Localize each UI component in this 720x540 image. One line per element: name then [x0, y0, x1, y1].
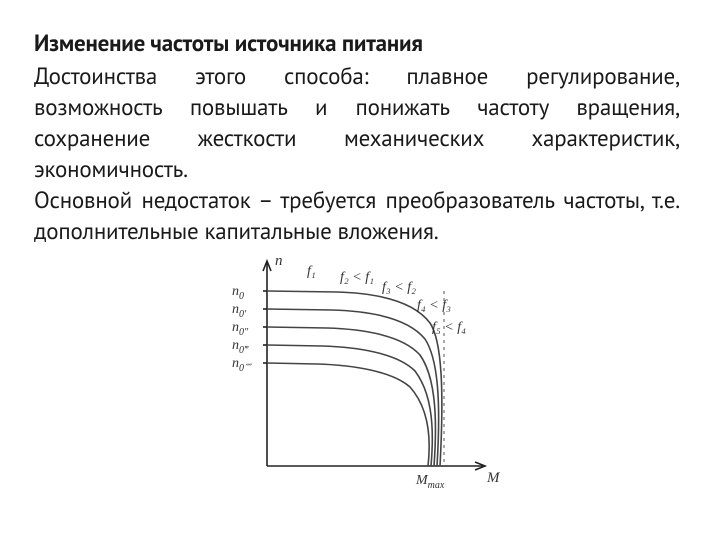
svg-text:f₁: f₁ — [307, 264, 316, 279]
svg-text:f₂ < f₁: f₂ < f₁ — [340, 270, 374, 285]
svg-text:f₃ < f₂: f₃ < f₂ — [382, 280, 416, 295]
figure-container: n Mn0n0′n0″n0‴n0⁗ Mmax f₁ f₂ < f₁ f₃ < f₂f₄ <… — [34, 251, 680, 501]
svg-text:n0⁗: n0⁗ — [232, 356, 253, 374]
svg-text:M: M — [486, 470, 501, 486]
paragraph-2: Основной недостаток – требуется преобраз… — [34, 185, 680, 247]
svg-text:n0‴: n0‴ — [232, 338, 249, 356]
svg-text:f₅ < f₄: f₅ < f₄ — [432, 320, 466, 335]
svg-text:n0: n0 — [232, 284, 244, 302]
mechanical-characteristics-chart: n Mn0n0′n0″n0‴n0⁗ Mmax f₁ f₂ < f₁ f₃ < f₂f₄ <… — [212, 251, 502, 501]
svg-text:n0″: n0″ — [232, 320, 249, 338]
svg-text:n: n — [275, 253, 283, 269]
svg-text:Mmax: Mmax — [415, 473, 445, 491]
page-title: Изменение частоты источника питания — [34, 28, 680, 59]
paragraph-1: Достоинства этого способа: плавное регул… — [34, 61, 680, 185]
svg-text:n0′: n0′ — [232, 302, 247, 320]
svg-text:f₄ < f₃: f₄ < f₃ — [417, 298, 451, 313]
